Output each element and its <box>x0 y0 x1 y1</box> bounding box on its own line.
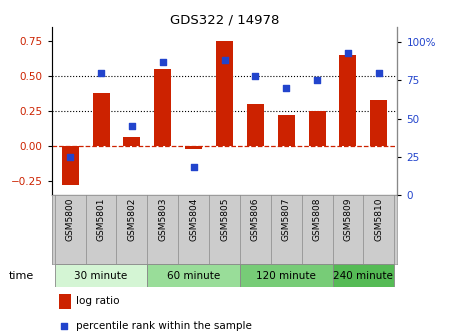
Bar <box>147 264 240 287</box>
Point <box>66 154 74 159</box>
Bar <box>370 100 387 146</box>
Text: GSM5807: GSM5807 <box>282 198 291 241</box>
Bar <box>58 294 70 309</box>
Text: GSM5805: GSM5805 <box>220 198 229 241</box>
Text: GSM5802: GSM5802 <box>128 198 136 241</box>
Point <box>375 70 383 75</box>
Bar <box>185 146 202 149</box>
Point <box>128 123 136 129</box>
Point <box>313 78 321 83</box>
Text: GSM5809: GSM5809 <box>343 198 352 241</box>
Bar <box>55 264 147 287</box>
Text: 120 minute: 120 minute <box>256 270 316 281</box>
Text: GDS322 / 14978: GDS322 / 14978 <box>170 13 279 27</box>
Point <box>159 59 166 65</box>
Text: GSM5808: GSM5808 <box>313 198 321 241</box>
Bar <box>123 137 141 146</box>
Bar <box>333 264 394 287</box>
Text: GSM5803: GSM5803 <box>158 198 167 241</box>
Bar <box>247 104 264 146</box>
Text: percentile rank within the sample: percentile rank within the sample <box>76 321 252 331</box>
Text: 60 minute: 60 minute <box>167 270 220 281</box>
Point <box>252 73 259 78</box>
Bar <box>308 111 326 146</box>
Point <box>344 50 352 55</box>
Bar <box>62 146 79 185</box>
Point <box>221 58 228 63</box>
Text: GSM5801: GSM5801 <box>97 198 106 241</box>
Text: GSM5804: GSM5804 <box>189 198 198 241</box>
Point <box>61 323 68 328</box>
Text: log ratio: log ratio <box>76 296 119 306</box>
Bar <box>339 55 357 146</box>
Bar <box>92 93 110 146</box>
Point <box>190 165 197 170</box>
Text: GSM5800: GSM5800 <box>66 198 75 241</box>
Bar <box>278 115 295 146</box>
Text: time: time <box>9 271 34 281</box>
Text: GSM5806: GSM5806 <box>251 198 260 241</box>
Bar <box>240 264 333 287</box>
Text: GSM5810: GSM5810 <box>374 198 383 241</box>
Text: 30 minute: 30 minute <box>75 270 128 281</box>
Bar <box>216 41 233 146</box>
Text: 240 minute: 240 minute <box>334 270 393 281</box>
Bar <box>154 69 171 146</box>
Point <box>97 70 105 75</box>
Point <box>283 85 290 91</box>
